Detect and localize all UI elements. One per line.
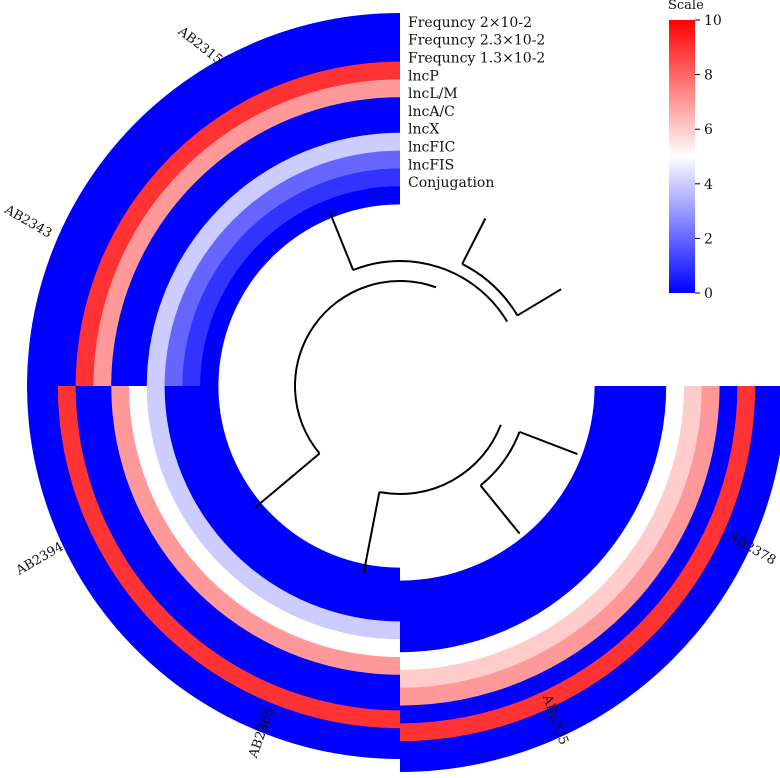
ring-label: Conjugation [408, 175, 494, 191]
sample-sector-ab2378 [400, 386, 773, 759]
ring-label: lncX [408, 122, 439, 138]
ring-labels: Frequncy 2×10-2 Frequncy 2.3×10-2 Frequncy… [408, 15, 545, 191]
heat-cell [146, 132, 400, 386]
dendrogram-branch [479, 484, 521, 535]
dendrogram-branch [516, 288, 562, 317]
dendrogram-branch [479, 431, 521, 487]
heat-cell [146, 386, 400, 640]
ring-label: lncA/C [408, 104, 455, 120]
sample-label: AB2394 [13, 539, 66, 579]
heat-cell [93, 79, 401, 387]
dendrogram-branch [379, 424, 502, 495]
heat-cell [400, 386, 631, 617]
colorbar-tick-label: 0 [704, 286, 713, 302]
dendrogram-branch [253, 452, 321, 509]
ring-label: Frequncy 2×10-2 [408, 15, 532, 31]
heat-cell [400, 386, 649, 635]
colorbar-gradient [669, 20, 695, 293]
ring-label: lncFIS [408, 157, 454, 173]
heat-cell [200, 386, 400, 586]
heat-cell [400, 386, 667, 653]
sample-label: AB2343 [1, 202, 54, 242]
ring-label: Frequncy 2.3×10-2 [408, 33, 545, 49]
heat-cell [182, 168, 400, 386]
heat-cell [164, 386, 400, 622]
dendrogram-branch [461, 218, 487, 265]
dendrogram-branch [352, 260, 509, 323]
colorbar-title: Scale [668, 0, 704, 13]
dendrogram-branch [519, 430, 578, 456]
colorbar-tick-label: 6 [704, 122, 713, 138]
heat-cell [400, 386, 684, 670]
ring-label: Frequncy 1.3×10-2 [408, 51, 545, 67]
colorbar-tick-label: 4 [704, 177, 713, 193]
colorbar-tick-label: 10 [704, 13, 722, 29]
heat-cell [400, 386, 702, 688]
heat-cell [164, 150, 400, 386]
heat-cell [129, 115, 400, 386]
sample-sector-ab2343 [40, 26, 401, 387]
heat-cell [200, 186, 400, 386]
heat-cell [111, 386, 400, 675]
heat-cell [93, 386, 401, 693]
heat-cell [400, 386, 613, 599]
sample-sector-ab2365 [40, 386, 401, 746]
heat-cell [182, 386, 400, 604]
colorbar-tick-label: 8 [704, 68, 713, 84]
heat-cell [111, 97, 400, 386]
ring-label: lncL/M [408, 86, 458, 102]
dendrogram-branch [294, 280, 437, 455]
dendrogram [253, 211, 578, 573]
dendrogram-branch [328, 211, 355, 271]
ring-label: lncP [408, 68, 439, 84]
sample-label: AB2315 [174, 23, 225, 67]
dendrogram-branch [362, 491, 381, 573]
ring-label: lncFIC [408, 140, 455, 156]
colorbar-tick-label: 2 [704, 231, 713, 247]
colorbar: Scale 0 2 4 6 8 10 [668, 0, 722, 302]
heat-cell [129, 386, 400, 657]
dendrogram-branch [461, 263, 519, 316]
heatmap-rings [27, 13, 780, 772]
